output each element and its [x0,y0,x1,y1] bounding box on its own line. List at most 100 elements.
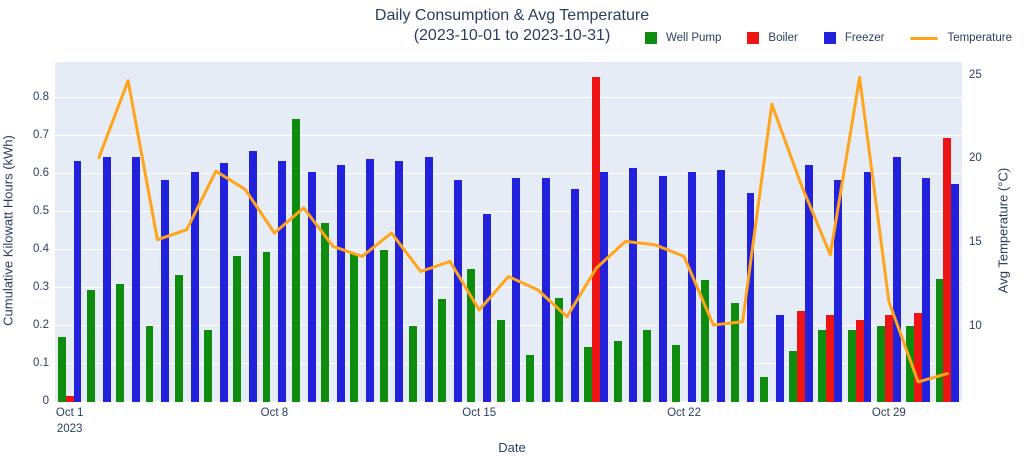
freezer-bar [219,162,228,402]
freezer-bar [570,189,579,402]
well-pump-bar [204,329,212,402]
well-pump-bar [233,255,242,402]
freezer-bar [483,213,492,402]
freezer-bar [453,179,462,402]
boiler-swatch-icon [747,32,760,44]
well-pump-bar [935,278,944,402]
freezer-bar [600,172,609,402]
freezer-bar [73,160,82,402]
y-left-tick-label: 0.8 [33,91,49,103]
y-right-tick-label: 10 [969,319,982,332]
well-pump-bar [818,329,827,402]
legend-item-boiler[interactable]: Boiler [747,32,798,44]
chart-title-line1: Daily Consumption & Avg Temperature [374,7,650,24]
well-pump-bar [701,280,710,402]
well-pump-bar [906,326,915,402]
freezer-bar [746,193,755,402]
well-pump-bar [174,274,183,402]
well-pump-bar [642,329,651,402]
freezer-bar [249,151,258,402]
legend-label: Well Pump [666,32,722,44]
well-pump-bar [847,329,856,402]
well-pump-bar [57,337,66,402]
freezer-bar [951,183,960,402]
boiler-bar [592,77,601,402]
freezer-bar [658,175,667,402]
well-pump-bar [467,269,476,402]
freezer-bar [805,164,813,402]
y-left-tick-label: 0 [42,395,49,407]
freezer-bar [161,179,170,402]
well-pump-bar [555,297,564,402]
temperature-line-icon [910,36,939,40]
y-left-tick-label: 0.3 [33,281,49,293]
chart-title: Daily Consumption & Avg Temperature (202… [0,6,1024,46]
well-pump-bar [584,346,593,402]
freezer-bar [512,177,521,402]
legend-label: Freezer [844,32,885,44]
gridline [55,401,962,402]
well-pump-bar [379,250,388,402]
well-pump-bar [672,345,681,402]
freezer-bar [687,172,696,402]
y-axis-right-title: Avg Temperature (°C) [995,167,1011,294]
freezer-bar [892,156,901,402]
freezer-bar [278,160,287,402]
well-pump-bar [408,326,417,402]
freezer-swatch-icon [823,32,836,44]
gridline [55,97,962,98]
freezer-bar [863,172,872,402]
freezer-bar [775,314,784,402]
y-left-tick-label: 0.1 [33,357,49,369]
y-right-tick-label: 25 [969,68,982,81]
legend-label: Boiler [768,32,798,44]
legend-item-temperature[interactable]: Temperature [910,32,1012,44]
freezer-bar [366,158,375,402]
boiler-bar [914,312,923,402]
legend-item-well-pump[interactable]: Well Pump [645,32,721,44]
well-pump-bar [759,377,768,402]
well-pump-bar [350,253,359,402]
freezer-bar [424,156,433,402]
freezer-bar [717,170,726,402]
y-left-tick-label: 0.4 [33,243,49,255]
freezer-bar [395,160,404,402]
freezer-bar [307,172,316,402]
well-pump-bar [496,320,505,402]
x-tick-label: Oct 1 2023 [55,407,84,435]
plot-area[interactable] [55,62,962,402]
freezer-bar [541,177,550,402]
boiler-bar [943,137,952,402]
y-right-tick-label: 20 [969,152,982,165]
well-pump-bar [438,299,447,402]
x-axis-title: Date [498,440,526,455]
well-pump-bar [730,303,739,402]
x-tick-label: Oct 15 [462,407,497,419]
boiler-bar [797,310,806,402]
y-left-tick-label: 0.6 [33,167,49,179]
well-pump-bar [789,350,798,402]
y-left-tick-label: 0.7 [33,129,49,141]
legend-item-freezer[interactable]: Freezer [823,32,885,44]
freezer-bar [190,172,199,402]
freezer-bar [834,179,843,402]
boiler-bar [884,314,893,402]
well-pump-bar [321,223,329,402]
y-left-tick-label: 0.2 [33,319,49,331]
freezer-bar [922,177,930,402]
x-tick-label: Oct 29 [871,407,906,419]
well-pump-bar [877,326,885,402]
well-pump-bar [145,326,154,402]
freezer-bar [132,156,140,402]
well-pump-bar [262,251,271,402]
well-pump-bar [87,289,95,402]
legend: Well Pump Boiler Freezer Temperature [645,32,1012,44]
legend-label: Temperature [947,32,1012,44]
x-tick-label: Oct 22 [667,407,701,419]
well-pump-bar [291,118,300,402]
boiler-bar [855,320,864,402]
well-pump-bar [613,341,622,402]
x-tick-label: Oct 8 [260,407,289,419]
freezer-bar [336,164,345,402]
gridline [55,135,962,136]
